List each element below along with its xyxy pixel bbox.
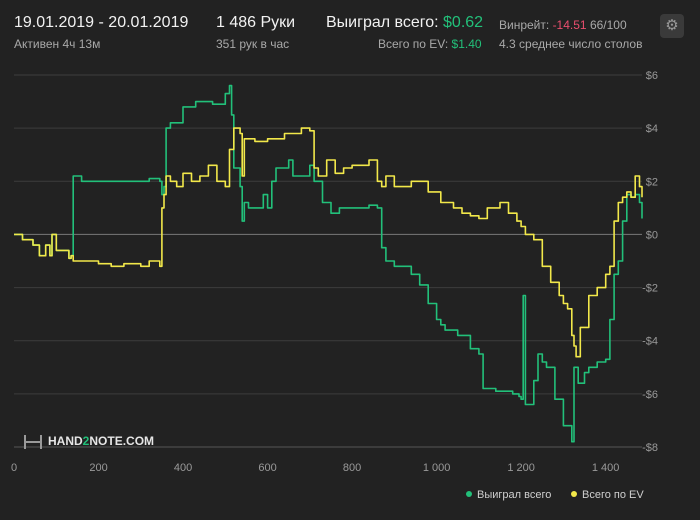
won-series-line: [14, 84, 643, 443]
legend-dot-ev: [571, 491, 577, 498]
winrate-value: -14.51: [552, 18, 587, 32]
x-tick-label: 200: [89, 462, 107, 474]
y-tick-label: $2: [646, 176, 658, 188]
date-range: 19.01.2019 - 20.01.2019: [14, 14, 189, 31]
avg-tables: 4.3 среднее число столов: [499, 37, 643, 51]
y-tick-label: -$4: [642, 336, 658, 348]
y-tick-label: -$8: [642, 442, 658, 454]
won-total-label: Выиграл всего:: [326, 14, 439, 31]
active-time: Активен 4ч 13м: [14, 37, 101, 51]
x-tick-label: 600: [258, 462, 276, 474]
winrate-label: Винрейт:: [499, 18, 550, 32]
winrate: Винрейт: -14.51 66/100: [499, 18, 627, 32]
legend-label-won: Выиграл всего: [477, 489, 552, 501]
gear-icon[interactable]: ⚙: [660, 14, 684, 38]
x-tick-label: 1 000: [423, 462, 451, 474]
ev-total-value: $1.40: [451, 37, 482, 51]
logo-icon: [24, 434, 42, 449]
ev-total-label: Всего по EV:: [378, 37, 449, 51]
x-tick-label: 1 200: [507, 462, 535, 474]
hand2note-logo: HAND2NOTE.COM: [24, 434, 154, 449]
won-total: Выиграл всего: $0.62: [326, 14, 483, 32]
y-tick-label: -$6: [642, 389, 658, 401]
legend-label-ev: Всего по EV: [582, 489, 644, 501]
winrate-hands: 66/100: [589, 18, 627, 32]
ev-total: Всего по EV: $1.40: [378, 37, 482, 51]
x-tick-label: 400: [174, 462, 192, 474]
y-tick-label: $6: [646, 70, 658, 82]
hands-count: 1 486 Руки: [216, 14, 296, 31]
won-total-value: $0.62: [443, 14, 484, 31]
legend-dot-won: [466, 491, 472, 498]
x-tick-label: 800: [343, 462, 361, 474]
y-tick-label: -$2: [642, 283, 658, 295]
y-tick-label: $4: [646, 123, 658, 135]
balance-chart: $6 $4 $2 $0 -$2 -$4 -$6 -$8 0 200 400 600 800 1 000 1 …: [11, 70, 658, 474]
legend-item-ev[interactable]: Всего по EV: [571, 489, 644, 501]
x-tick-label: 1 400: [592, 462, 620, 474]
ev-series-line: [14, 127, 643, 358]
x-tick-label: 0: [11, 462, 17, 474]
legend-item-won[interactable]: Выиграл всего: [466, 489, 551, 501]
hands-per-hour: 351 рук в час: [216, 37, 290, 51]
y-tick-label: $0: [646, 229, 658, 241]
